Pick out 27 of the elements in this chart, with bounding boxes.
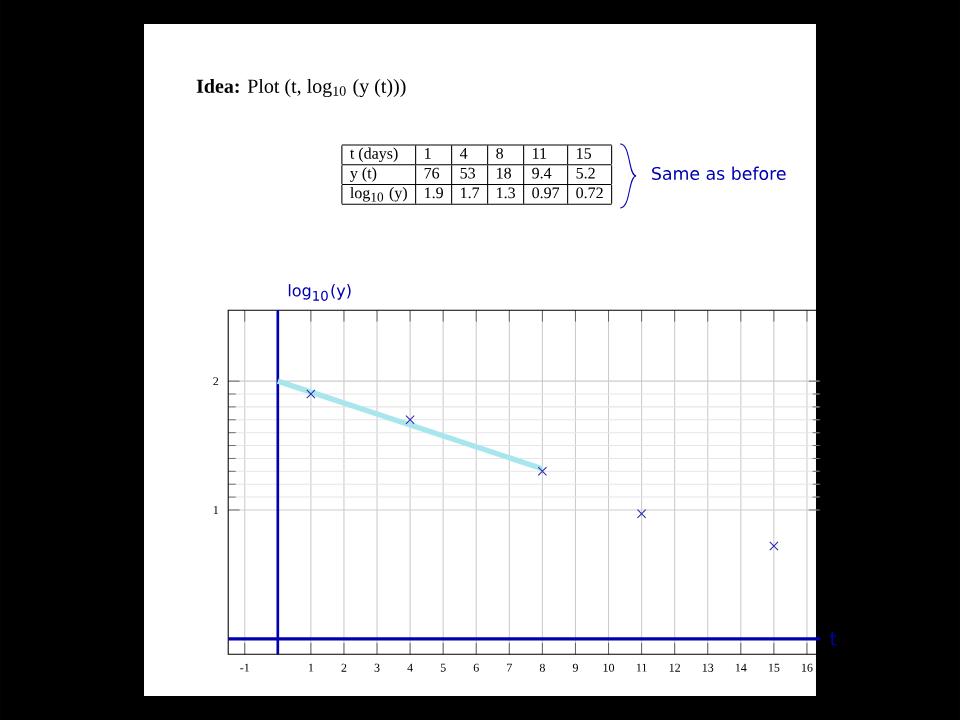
- text: y (t): [350, 167, 377, 182]
- text: Same as before: [652, 166, 786, 181]
- x-axis-title: t: [830, 632, 837, 646]
- point: [537, 466, 548, 477]
- point: [306, 389, 316, 399]
- point: [405, 415, 415, 425]
- point: [636, 509, 647, 519]
- chart-title: Idea: Plot (t, log$_{10}$ (y (t))): [196, 78, 406, 98]
- text: 0.72: [576, 187, 603, 199]
- text: 1: [425, 148, 431, 159]
- text: t (days): [350, 147, 398, 163]
- text: 0.97: [532, 187, 560, 199]
- point: [769, 541, 779, 551]
- text: 4: [459, 148, 468, 159]
- text: 1.9: [425, 187, 443, 199]
- text: 1.3: [497, 187, 516, 199]
- text: 8: [496, 147, 504, 159]
- text: 15: [577, 148, 592, 159]
- text: 76: [424, 167, 440, 179]
- text: 11: [533, 148, 547, 159]
- text: 53: [460, 167, 476, 179]
- text: log$_{10}$ (y): [350, 186, 407, 202]
- text: 9.4: [532, 167, 552, 179]
- text: 18: [497, 167, 512, 179]
- text: 5.2: [576, 167, 595, 179]
- text: 1.7: [461, 187, 480, 199]
- y-axis-title: log$_{10}$(y): [288, 284, 351, 301]
